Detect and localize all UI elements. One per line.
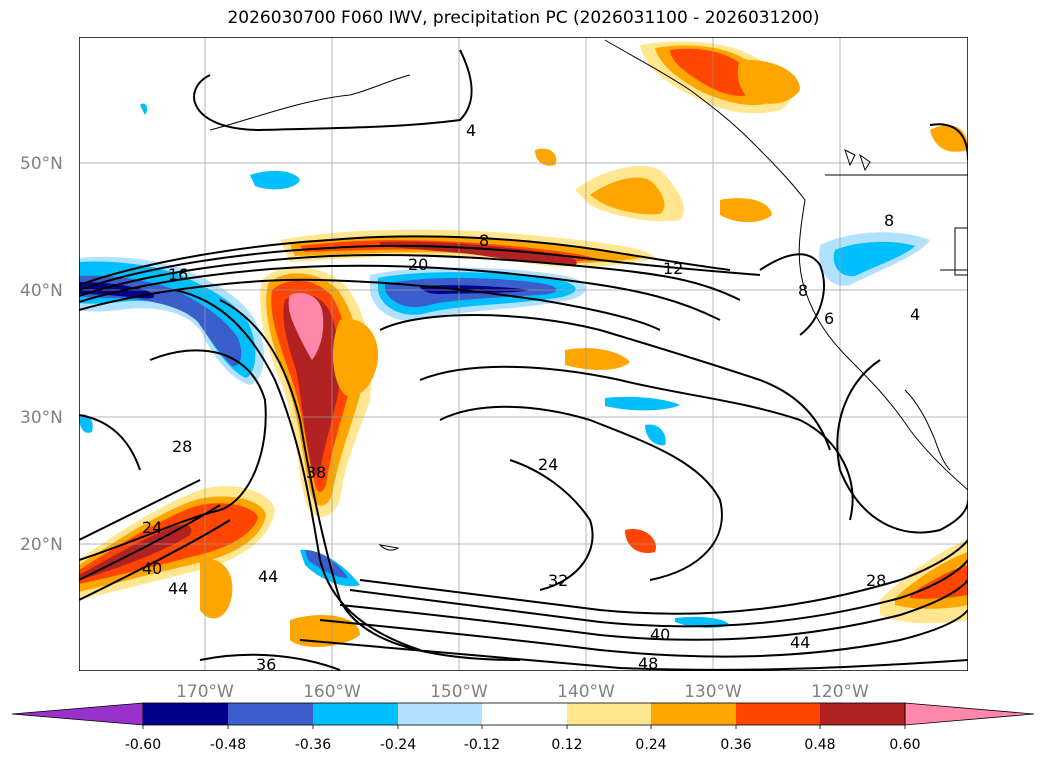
lat-label-40n: 40°N [20,281,63,301]
contour-label: 16 [168,265,188,284]
contour-label: 20 [408,255,428,274]
contour-label: 12 [663,259,683,278]
colorbar-segment [482,703,567,725]
colorbar-segment [651,703,736,725]
contour-label: 24 [142,518,162,537]
latitude-labels: 50°N 40°N 30°N 20°N [20,154,63,555]
map-panel[interactable]: 4 8 12 16 20 24 24 28 28 32 36 38 40 40 … [79,37,968,674]
lat-label-30n: 30°N [20,408,63,428]
contour-label: 8 [884,211,894,230]
contour-label: 4 [466,121,476,140]
contour-label: 28 [172,437,192,456]
colorbar-tick-label: 0.36 [720,737,751,753]
contour-labels: 4 8 12 16 20 24 24 28 28 32 36 38 40 40 … [142,121,920,674]
colorbar-tick-label: 0.24 [635,737,666,753]
lon-label-170w: 170°W [176,682,234,702]
contour-label: 28 [866,571,886,590]
colorbar-tick-label: 0.12 [551,737,582,753]
lon-label-150w: 150°W [430,682,488,702]
colorbar-segment [736,703,820,725]
map-title: 2026030700 F060 IWV, precipitation PC (2… [227,8,820,28]
contour-label: 4 [910,305,920,324]
lat-label-20n: 20°N [20,535,63,555]
contour-label: 8 [479,231,489,250]
colorbar-segment [820,703,905,725]
lon-label-160w: 160°W [303,682,361,702]
colorbar-tick-label: 0.60 [889,737,920,753]
colorbar-segment [313,703,398,725]
graticule [79,37,968,671]
contour-label: 48 [638,654,658,673]
colorbar-segment [398,703,482,725]
colorbar-segment [143,703,228,725]
coastlines [209,39,968,551]
contour-label: 40 [142,559,162,578]
contour-label: 32 [548,571,568,590]
contour-label: 44 [258,567,278,586]
lon-label-130w: 130°W [684,682,742,702]
contour-label: 6 [824,309,834,328]
colorbar-tick-marks [142,725,906,729]
lat-label-50n: 50°N [20,154,63,174]
longitude-labels: 170°W 160°W 150°W 140°W 130°W 120°W [176,682,869,702]
colorbar-tick-label: -0.12 [464,737,500,753]
colorbar-extend-min [11,702,144,726]
contour-label: 36 [256,655,276,674]
colorbar-segment [228,703,313,725]
colorbar-tick-label: -0.36 [295,737,331,753]
lon-label-140w: 140°W [557,682,615,702]
colorbar-segment [567,703,651,725]
iwv-contours [79,49,968,671]
colorbar: -0.60 -0.48 -0.36 -0.24 -0.12 0.12 0.24 … [11,702,1035,753]
contour-label: 44 [790,633,810,652]
colorbar-tick-label: -0.24 [380,737,416,753]
contour-label: 44 [168,579,188,598]
contour-label: 40 [650,625,670,644]
contour-label: 8 [798,281,808,300]
lon-label-120w: 120°W [811,682,869,702]
contour-label: 38 [306,463,326,482]
contour-label: 24 [538,455,558,474]
colorbar-tick-label: -0.60 [125,737,161,753]
colorbar-tick-label: -0.48 [210,737,246,753]
colorbar-tick-label: 0.48 [804,737,835,753]
colorbar-extend-max [904,702,1035,726]
